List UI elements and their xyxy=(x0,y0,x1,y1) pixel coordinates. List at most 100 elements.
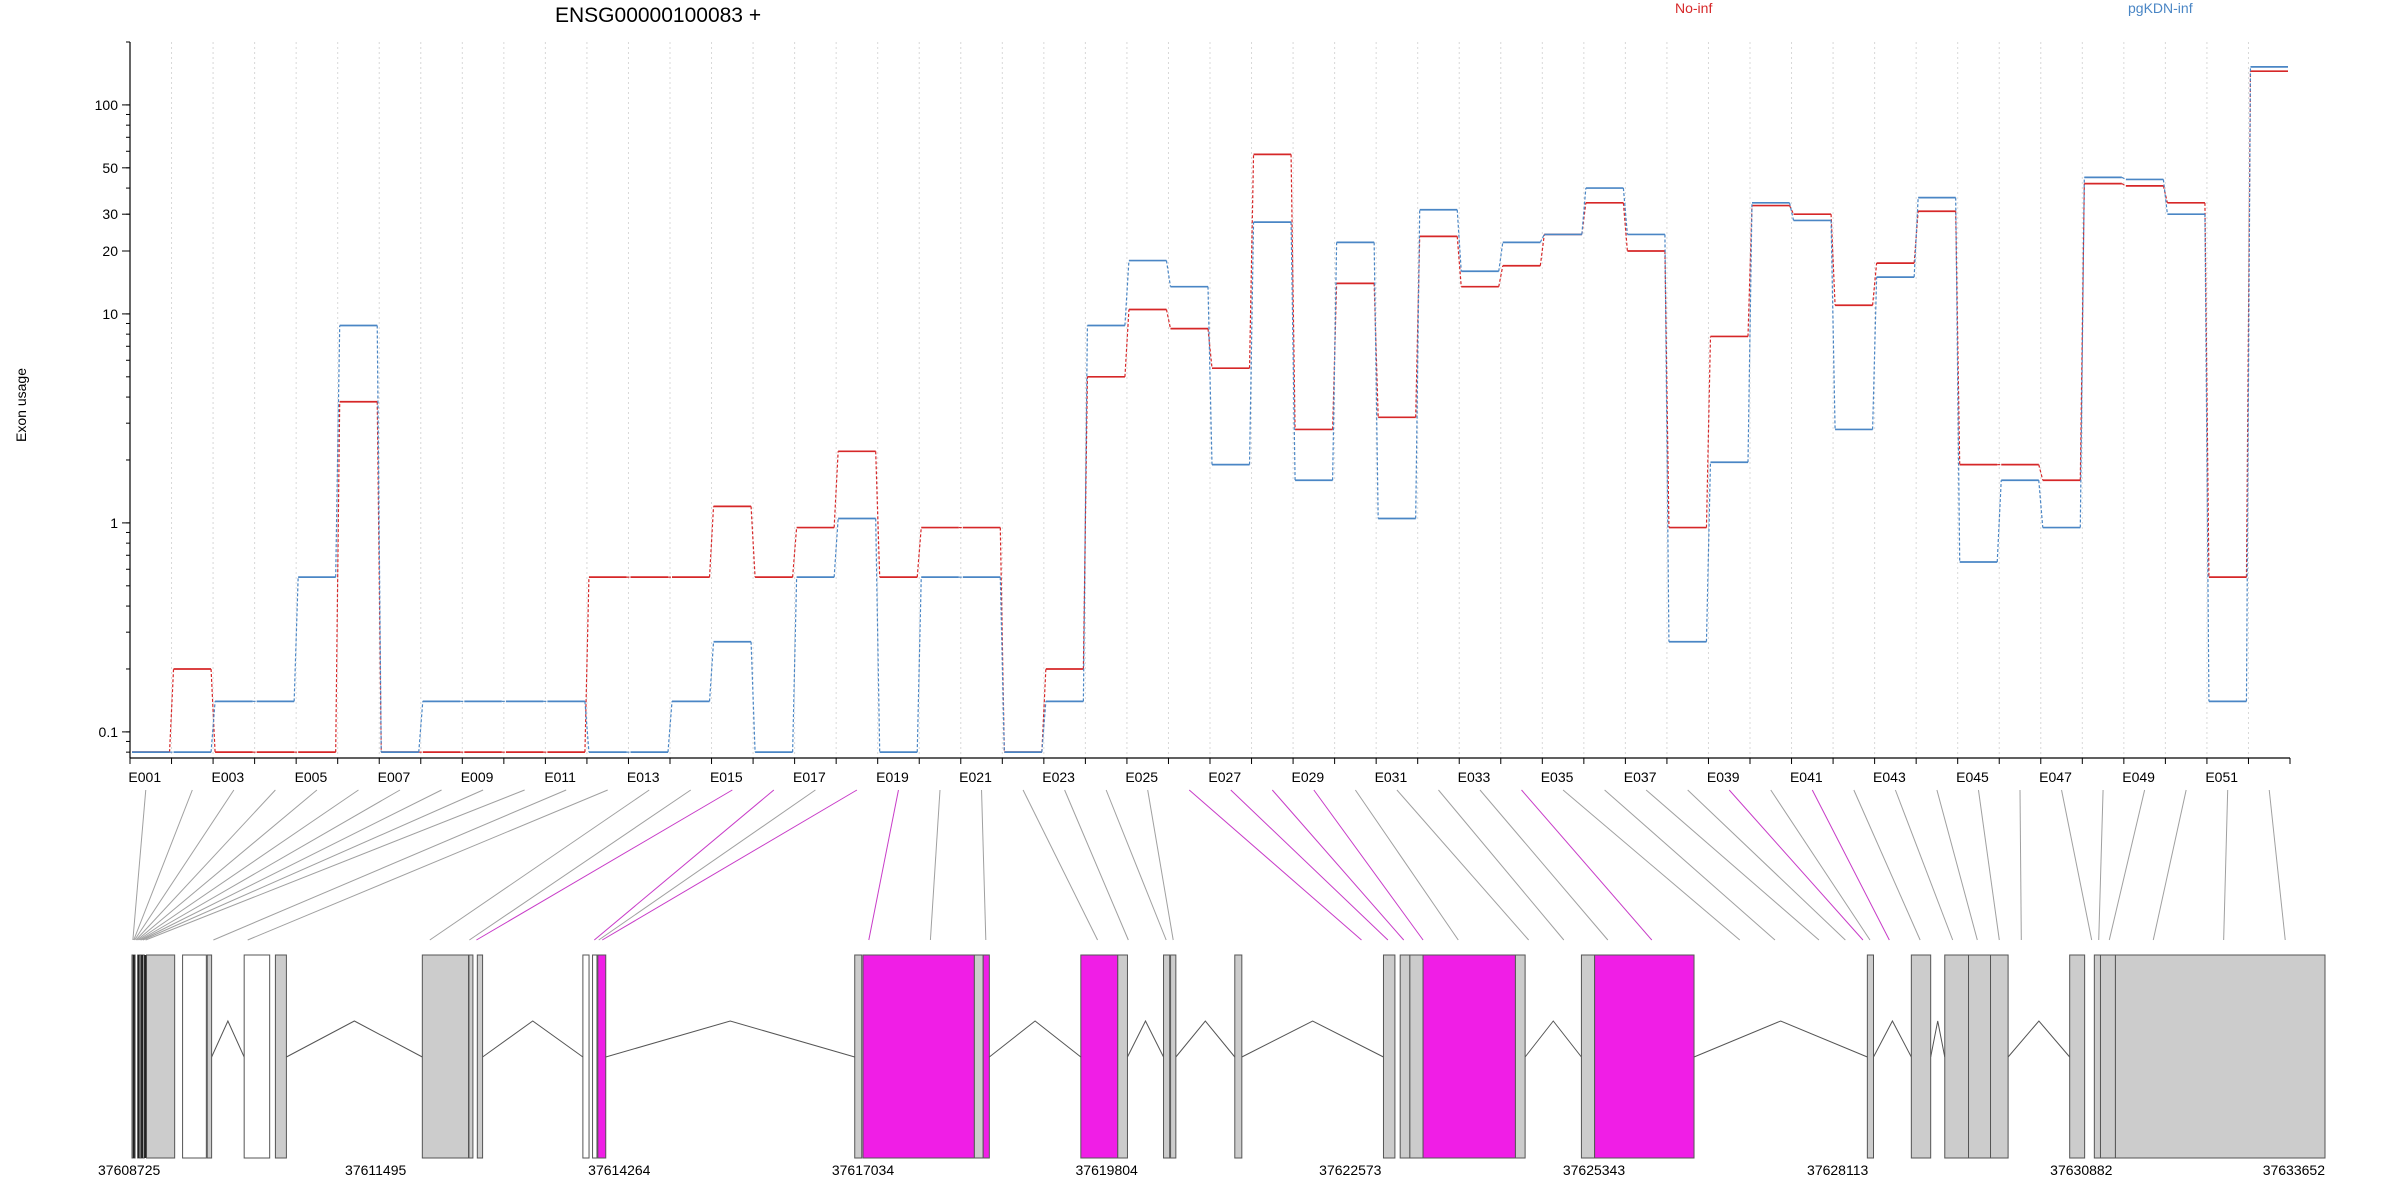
exon-step-connector xyxy=(2038,480,2044,528)
y-tick-label: 50 xyxy=(102,160,118,176)
exon-box xyxy=(1117,954,1128,1159)
y-axis-label: Exon usage xyxy=(13,368,29,442)
exon-step-connector xyxy=(2121,183,2127,187)
exon-step-connector xyxy=(1913,211,1919,264)
exon-box xyxy=(862,954,975,1159)
exon-connector-line xyxy=(134,789,235,941)
genomic-coordinate-label: 37628113 xyxy=(1807,1162,1868,1178)
exon-step-connector xyxy=(750,506,756,578)
exon-step-connector xyxy=(708,506,715,578)
exon-step-connector xyxy=(916,527,922,578)
exon-connector-line xyxy=(1022,789,1098,941)
x-tick-label: E005 xyxy=(295,769,328,785)
intron-line xyxy=(482,1020,584,1058)
exon-box xyxy=(1080,954,1119,1159)
exon-connector-line xyxy=(1105,789,1167,941)
x-tick-label: E011 xyxy=(544,769,576,785)
x-tick-label: E031 xyxy=(1375,769,1408,785)
exon-step-connector xyxy=(2038,464,2044,481)
x-tick-label: E015 xyxy=(710,769,743,785)
exon-connector-line xyxy=(1147,789,1174,941)
exon-connector-line xyxy=(138,789,359,941)
exon-connector-line xyxy=(1396,789,1530,941)
genomic-coordinate-label: 37617034 xyxy=(832,1162,895,1178)
chart-title: ENSG00000100083 + xyxy=(555,4,761,27)
exon-box xyxy=(1422,954,1516,1159)
exon-box xyxy=(206,954,213,1159)
vertical-grid xyxy=(171,42,2249,758)
exon-step-connector xyxy=(1373,283,1379,418)
exon-step-connector xyxy=(750,641,756,753)
exon-box xyxy=(582,954,590,1159)
exon-step-connector xyxy=(1539,234,1545,266)
x-tick-label: E007 xyxy=(378,769,411,785)
exon-connector-line xyxy=(598,789,816,941)
exon-step-connector xyxy=(2121,176,2127,180)
x-tick-label: E041 xyxy=(1790,769,1823,785)
x-tick-label: E017 xyxy=(793,769,826,785)
exon-step-connector xyxy=(1788,202,1795,221)
x-tick-label: E021 xyxy=(959,769,992,785)
exon-connector-line xyxy=(429,789,650,941)
genomic-axis: 37608725 37611495 37614264 37617034 37619804… xyxy=(98,1162,2325,1178)
exon-step-connector xyxy=(1747,205,1753,337)
exon-connector-line xyxy=(139,789,401,941)
exon-box xyxy=(476,954,484,1159)
exon-connector-line xyxy=(1064,789,1129,941)
x-tick-label: E003 xyxy=(211,769,244,785)
exon-step-connector xyxy=(1913,197,1919,278)
exon-connector-line xyxy=(1728,789,1864,941)
exon-step-connector xyxy=(792,577,798,753)
exon-step-connector xyxy=(1872,263,1878,306)
exon-step-connector xyxy=(1041,701,1047,753)
exon-step-connector xyxy=(2079,183,2085,481)
exon-step-connector xyxy=(667,701,673,753)
exon-step-connector xyxy=(584,577,590,753)
exon-connector-line xyxy=(1977,789,2000,941)
exon-connector-line xyxy=(868,789,899,941)
exon-step-connector xyxy=(293,577,299,702)
exon-step-connector xyxy=(210,668,216,753)
y-tick-label: 1 xyxy=(110,515,118,531)
exon-connector-line xyxy=(1562,789,1741,941)
exon-step-connector xyxy=(916,577,922,753)
exon-connector-line xyxy=(1230,789,1389,941)
exon-step-connector xyxy=(210,701,216,753)
genomic-coordinate-label: 37622573 xyxy=(1319,1162,1382,1178)
genomic-coordinate-label: 37608725 xyxy=(98,1162,161,1178)
exon-step-connector xyxy=(1041,668,1047,753)
exon-connector-line xyxy=(141,789,442,941)
x-tick-label: E009 xyxy=(461,769,494,785)
exon-step-connector xyxy=(1290,154,1296,430)
exon-connector-line xyxy=(1271,789,1405,941)
exon-step-connector xyxy=(2204,214,2210,702)
exon-box xyxy=(1968,954,1992,1159)
exon-connector-line xyxy=(593,789,775,941)
x-tick-label: E039 xyxy=(1707,769,1740,785)
exon-box xyxy=(1170,954,1177,1159)
exon-connector-line xyxy=(1645,789,1820,941)
exon-box xyxy=(1910,954,1932,1159)
genomic-coordinate-label: 37619804 xyxy=(1076,1162,1139,1178)
exon-box xyxy=(854,954,863,1159)
exon-step-connector xyxy=(1996,480,2002,563)
exon-box xyxy=(146,954,176,1159)
exon-step-connector xyxy=(1872,277,1878,430)
genomic-coordinate-label: 37633652 xyxy=(2263,1162,2326,1178)
intron-line xyxy=(1241,1020,1384,1058)
exon-box xyxy=(274,954,287,1159)
exon-step-connector xyxy=(1498,265,1504,287)
exon-connector-line xyxy=(1811,789,1890,941)
exon-step-connector xyxy=(1788,205,1795,215)
exon-step-connector xyxy=(1664,234,1670,642)
exon-connector-line xyxy=(1521,789,1653,941)
exon-step-connector xyxy=(376,325,382,753)
exon-step-connector xyxy=(1248,222,1255,465)
exon-connector-line xyxy=(1853,789,1921,941)
exon-step-connector xyxy=(1830,214,1836,306)
exon-step-connector xyxy=(418,701,424,753)
exon-connector-line xyxy=(476,789,733,941)
exon-connector-line xyxy=(1313,789,1424,941)
exon-step-connector xyxy=(1082,325,1088,702)
intron-line xyxy=(2007,1020,2071,1058)
